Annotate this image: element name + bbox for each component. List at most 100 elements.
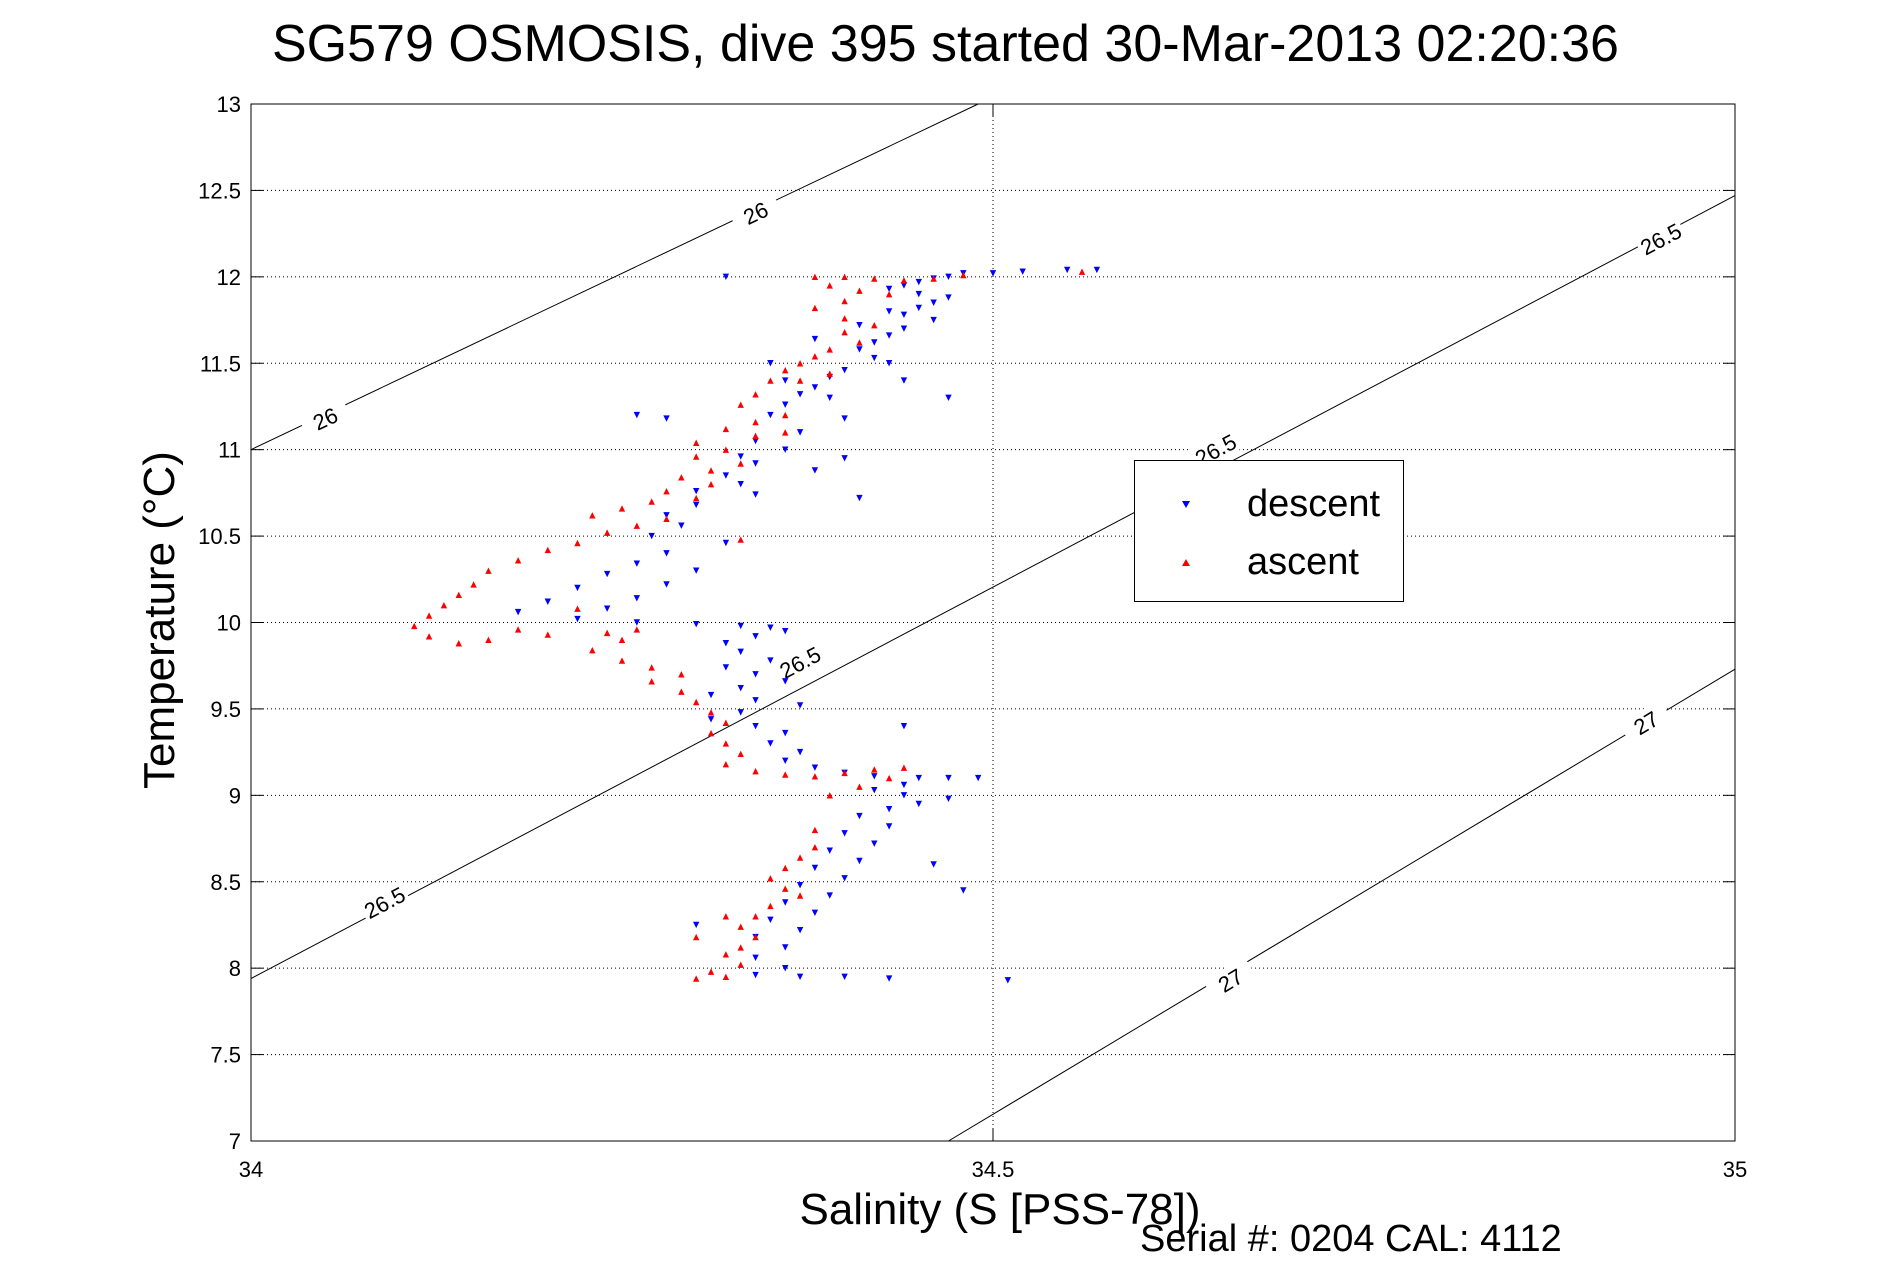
ascent-point (841, 315, 848, 322)
descent-point (841, 973, 848, 981)
serial-cal-text: Serial #: 0204 CAL: 4112 (1140, 1218, 1562, 1260)
ascent-marker-icon (1182, 559, 1190, 566)
descent-point (782, 944, 789, 951)
y-tick-label: 11 (218, 438, 241, 463)
y-tick-label: 10 (217, 611, 241, 636)
descent-point (945, 774, 952, 782)
descent-point (603, 570, 611, 578)
descent-point (945, 394, 952, 402)
descent-point (826, 847, 833, 854)
ascent-point (900, 764, 908, 771)
ascent-point (455, 591, 462, 599)
ascent-point (782, 771, 789, 778)
ascent-point (707, 709, 715, 716)
x-tick-label: 34 (239, 1157, 263, 1182)
descent-point (603, 605, 611, 612)
legend-label-descent: descent (1247, 483, 1381, 525)
ascent-point (767, 377, 774, 384)
ascent-point (693, 453, 700, 460)
descent-point (856, 494, 863, 502)
descent-point (752, 671, 759, 678)
descent-point (737, 648, 744, 656)
descent-point (752, 697, 759, 704)
descent-point (678, 522, 685, 529)
ascent-point (722, 761, 730, 768)
ascent-point (693, 698, 700, 706)
descent-point (574, 615, 581, 623)
ascent-point (737, 944, 744, 951)
descent-point (693, 567, 700, 574)
descent-point (856, 346, 863, 353)
descent-point (796, 882, 804, 889)
isopycnal-label-bg (728, 190, 782, 234)
descent-point (900, 781, 908, 789)
ascent-point (826, 346, 833, 353)
descent-point (1093, 266, 1101, 274)
descent-point (782, 401, 789, 408)
descent-point (782, 964, 789, 972)
ascent-point (796, 377, 804, 384)
descent-point (960, 887, 967, 894)
ascent-point (707, 968, 715, 975)
legend: descent ascent (1134, 460, 1404, 602)
ascent-point (737, 401, 744, 408)
x-axis-label: Salinity (S [PSS-78]) (799, 1185, 1201, 1234)
ascent-point (633, 522, 641, 529)
descent-point (811, 909, 819, 917)
ascent-point (811, 773, 819, 780)
descent-point (752, 437, 759, 445)
ascent-point (514, 626, 522, 633)
ascent-point (603, 629, 611, 637)
descent-point (722, 273, 730, 281)
ascent-point (693, 494, 700, 502)
ascent-point (811, 304, 819, 312)
descent-point (856, 812, 863, 820)
descent-point (1064, 266, 1071, 274)
descent-point (693, 501, 700, 509)
ascent-point (678, 474, 685, 481)
tick-layer: 7 7.5 8 8.5 9 9.5 10 10.5 11 11.5 12 12.5 13 34 34.5 35 (198, 92, 1747, 1182)
ascent-point (885, 290, 893, 298)
descent-point (811, 467, 819, 474)
descent-point (782, 757, 789, 764)
descent-point (945, 273, 952, 281)
descent-point (811, 864, 819, 872)
ascent-point (722, 913, 730, 920)
descent-point (693, 487, 700, 495)
ascent-point (618, 657, 626, 664)
ascent-point (574, 539, 581, 547)
ascent-point (856, 783, 863, 790)
ascent-point (618, 505, 626, 512)
descent-point (737, 481, 744, 488)
descent-point (915, 290, 922, 298)
ascent-point (767, 875, 774, 882)
descent-point (811, 764, 819, 771)
ascent-point (752, 767, 759, 775)
ascent-point (885, 774, 893, 782)
isopycnal-label-bg (1203, 956, 1257, 1003)
ascent-point (782, 885, 789, 892)
ascent-point (871, 275, 878, 282)
descent-point (871, 354, 878, 362)
ascent-point (693, 975, 700, 982)
x-tick-label: 34.5 (972, 1157, 1015, 1182)
ascent-point (544, 546, 551, 554)
descent-point (841, 830, 848, 837)
ascent-point (603, 529, 611, 536)
isopycnal-label-bg (1618, 699, 1673, 745)
descent-point (663, 550, 670, 557)
ascent-point (826, 370, 833, 377)
ascent-point (737, 923, 744, 930)
ascent-point (648, 498, 655, 505)
descent-point (752, 633, 759, 640)
y-tick-label: 8 (229, 956, 241, 981)
ascent-point (633, 626, 641, 633)
descent-point (900, 311, 908, 319)
descent-point (826, 394, 833, 402)
ascent-point (544, 631, 551, 638)
ascent-point (826, 792, 833, 799)
descent-point (989, 270, 997, 277)
descent-point (737, 709, 744, 716)
descent-point (648, 532, 655, 540)
